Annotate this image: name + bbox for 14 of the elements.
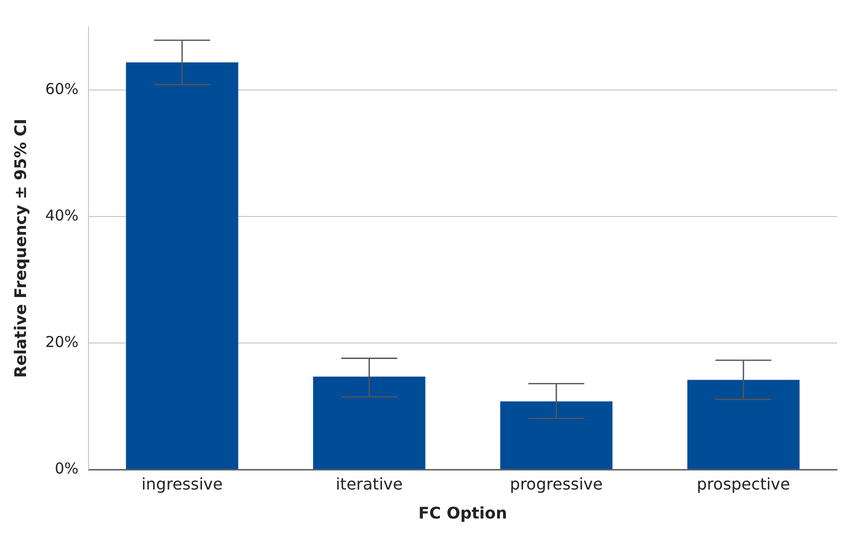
y-tick-label: 60%: [45, 80, 79, 98]
y-tick-label: 20%: [45, 333, 79, 352]
x-axis-title: FC Option: [418, 504, 508, 523]
bar: [500, 401, 612, 470]
y-tick-label: 0%: [54, 459, 79, 478]
bar: [126, 62, 238, 470]
x-tick-label: progressive: [510, 474, 603, 494]
y-tick-label: 40%: [45, 206, 79, 225]
x-tick-label: iterative: [336, 474, 403, 494]
x-tick-label: prospective: [696, 474, 790, 494]
x-tick-label: ingressive: [141, 474, 223, 494]
y-axis-title: Relative Frequency ± 95% CI: [10, 118, 30, 378]
bar: [687, 380, 800, 470]
bar: [313, 376, 426, 470]
